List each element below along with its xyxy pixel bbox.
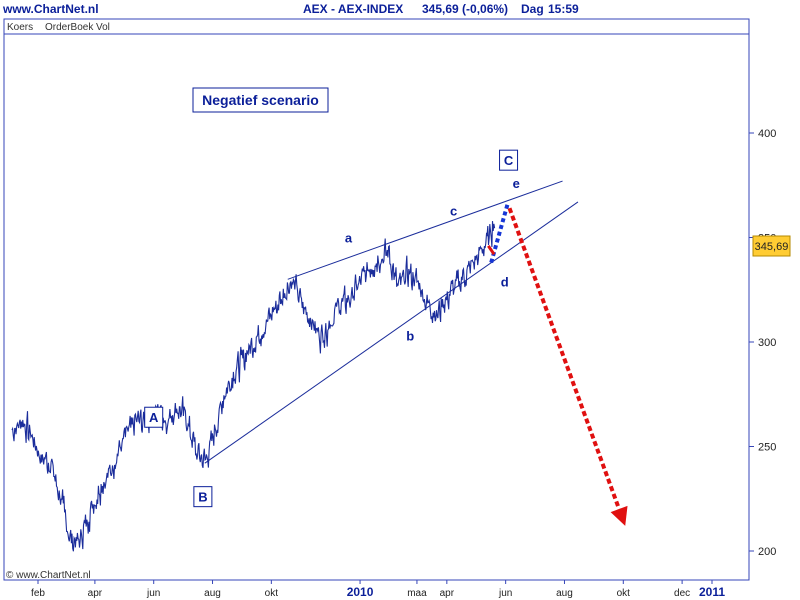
x-tick-label: jun (146, 588, 160, 599)
svg-text:C: C (504, 153, 514, 168)
wave-annotations: A Ba b c d eC (144, 149, 520, 508)
svg-text:e: e (513, 176, 520, 191)
x-tick-label: okt (265, 588, 279, 599)
x-tick-label: aug (204, 588, 221, 599)
wave-label-box-C: C (499, 149, 519, 171)
x-tick-label: aug (556, 588, 573, 599)
watermark: © www.ChartNet.nl (6, 570, 91, 581)
price-marker-tick (487, 245, 496, 256)
last-price-label: 345,69 (755, 241, 789, 253)
y-tick-label: 250 (758, 442, 776, 454)
wave-label-d: d (501, 274, 509, 289)
last-price-box (752, 235, 791, 257)
plot-frame (3, 18, 750, 581)
time-label: 15:59 (548, 2, 579, 16)
arrow-head (610, 505, 628, 526)
projection-down-arrow (507, 207, 621, 510)
tab-orderboek[interactable]: OrderBoek (45, 22, 94, 33)
svg-text:a: a (345, 231, 353, 246)
price-series (11, 221, 496, 552)
x-tick-label: maa (407, 588, 427, 599)
price-info: 345,69 (-0,06%) (422, 2, 509, 16)
wave-label-e: e (513, 176, 520, 191)
x-tick-label: okt (617, 588, 631, 599)
y-tick-label: 300 (758, 337, 776, 349)
scenario-box (192, 87, 329, 113)
svg-text:B: B (198, 490, 207, 505)
tab-koers[interactable]: Koers (7, 22, 33, 33)
projections (487, 203, 628, 526)
x-tick-label: jun (498, 588, 512, 599)
price-line (11, 221, 496, 552)
header-bar: www.ChartNet.nl AEX - AEX-INDEX 345,69 (… (0, 0, 800, 20)
y-tick-label: 400 (758, 128, 776, 140)
period-label[interactable]: Dag (521, 2, 544, 16)
svg-text:c: c (450, 203, 457, 218)
x-axis: feb apr jun aug okt 2010 maa apr jun aug okt dec 201… (31, 580, 725, 599)
x-tick-label: apr (440, 588, 455, 599)
wave-label-a: a (345, 231, 353, 246)
y-tick-label: 200 (758, 546, 776, 558)
instrument-title: AEX - AEX-INDEX (303, 2, 404, 16)
y-axis: 200250300350400 (749, 128, 776, 558)
chart-title: Negatief scenario (202, 92, 319, 108)
trendlines (204, 180, 579, 464)
site-name[interactable]: www.ChartNet.nl (3, 2, 99, 16)
x-tick-label: dec (674, 588, 690, 599)
trendline (204, 201, 579, 464)
svg-text:A: A (149, 410, 159, 425)
x-tick-label: 2010 (347, 585, 374, 599)
wave-label-c: c (450, 203, 457, 218)
wave-label-b: b (406, 329, 414, 344)
x-tick-label: feb (31, 588, 45, 599)
wave-label-box-B: B (193, 486, 213, 508)
svg-text:d: d (501, 274, 509, 289)
svg-text:b: b (406, 329, 414, 344)
tab-vol[interactable]: Vol (96, 22, 110, 33)
wave-label-box-A: A (144, 406, 164, 428)
chart-tabs: Koers OrderBoek Vol (7, 22, 110, 33)
x-tick-label: apr (88, 588, 103, 599)
trendline (287, 180, 563, 280)
x-tick-label: 2011 (699, 585, 725, 599)
